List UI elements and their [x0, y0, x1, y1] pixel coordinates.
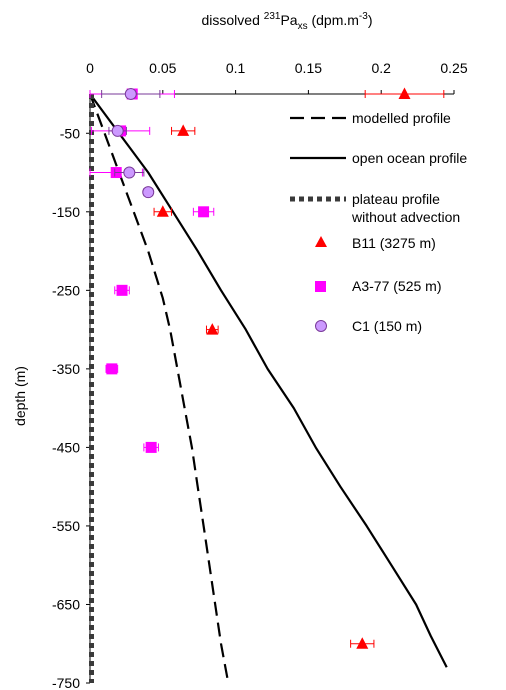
y-axis-title: depth (m)	[12, 366, 28, 426]
legend-item-plateau: plateau profile without advection	[290, 191, 460, 225]
y-tick-label: -250	[52, 282, 80, 298]
legend-item-open-ocean: open ocean profile	[290, 150, 467, 166]
x-tick-label: 0	[86, 60, 94, 76]
legend-label-open-ocean: open ocean profile	[352, 150, 467, 166]
legend-label-plateau-line1: plateau profile	[352, 191, 440, 207]
y-tick-label: -450	[52, 439, 80, 455]
legend-item-modelled: modelled profile	[290, 110, 451, 126]
x-axis-title: dissolved 231Paxs (dpm.m-3)	[202, 11, 373, 32]
legend-label-plateau-line2: without advection	[351, 209, 460, 225]
modelled-profile-line	[88, 93, 230, 684]
legend: modelled profile open ocean profile plat…	[290, 110, 467, 334]
y-tick-label: -750	[52, 675, 80, 690]
x-tick-label: 0.05	[149, 60, 176, 76]
legend-marker-square	[315, 281, 326, 292]
b11-point	[156, 205, 169, 217]
y-tick-label: -650	[52, 596, 80, 612]
b11-point	[177, 124, 190, 136]
y-tick-label: -350	[52, 361, 80, 377]
legend-item-c1: C1 (150 m)	[315, 318, 422, 334]
c1-point	[142, 186, 155, 199]
b11-point	[398, 87, 411, 99]
legend-marker-triangle	[315, 236, 327, 247]
c1-point	[124, 88, 137, 100]
legend-item-a3-77: A3-77 (525 m)	[315, 278, 441, 294]
a3-77-point	[198, 206, 210, 218]
open-ocean-profile-line	[89, 93, 448, 668]
legend-label-c1: C1 (150 m)	[352, 318, 422, 334]
y-tick-label: -50	[60, 125, 80, 141]
c1-point	[123, 166, 136, 179]
y-tick-label: -550	[52, 518, 80, 534]
b11-point	[206, 323, 219, 335]
legend-label-modelled: modelled profile	[352, 110, 451, 126]
a3-77-point	[145, 441, 157, 453]
x-tick-label: 0.25	[440, 60, 467, 76]
x-tick-label: 0.2	[371, 60, 391, 76]
y-tick-label: -150	[52, 204, 80, 220]
legend-label-b11: B11 (3275 m)	[352, 235, 436, 251]
legend-label-a3-77: A3-77 (525 m)	[352, 278, 441, 294]
x-tick-label: 0.15	[295, 60, 322, 76]
x-tick-label: 0.1	[226, 60, 246, 76]
legend-marker-circle	[315, 320, 327, 332]
a3-77-point	[106, 363, 118, 375]
c1-point	[111, 124, 124, 137]
a3-77-point	[116, 284, 128, 296]
legend-item-b11: B11 (3275 m)	[315, 235, 436, 251]
b11-point	[356, 637, 369, 649]
